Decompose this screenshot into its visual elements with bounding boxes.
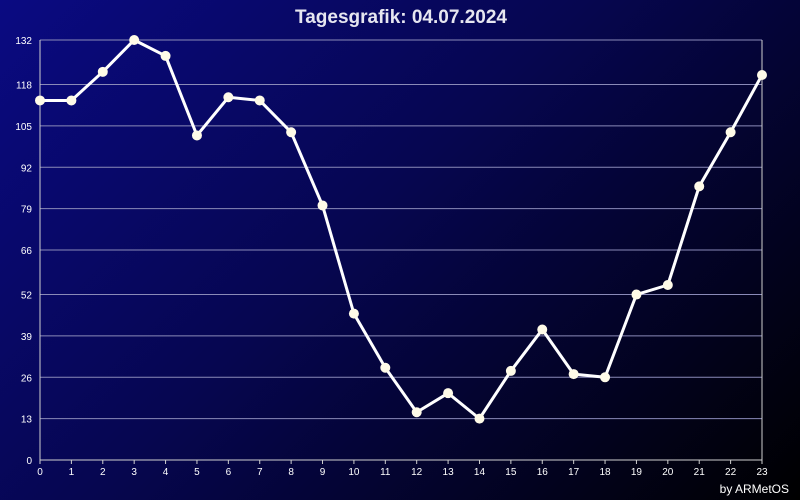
x-tick-label: 2: [100, 467, 106, 478]
x-tick-label: 10: [348, 467, 360, 478]
data-point: [662, 280, 673, 290]
data-point: [600, 372, 611, 383]
y-tick-label: 39: [21, 332, 33, 343]
y-tick-label: 13: [21, 415, 33, 426]
x-tick-label: 23: [756, 467, 768, 478]
y-tick-label: 92: [21, 163, 33, 174]
x-tick-label: 14: [474, 467, 486, 478]
x-tick-label: 7: [257, 467, 263, 478]
series-layer: [38, 38, 764, 421]
x-tick-label: 0: [37, 467, 43, 478]
y-tick-label: 66: [21, 246, 33, 257]
x-tick-label: 5: [194, 467, 200, 478]
data-point: [66, 95, 77, 106]
x-tick-label: 19: [631, 467, 643, 478]
x-tick-label: 15: [505, 467, 517, 478]
y-tick-label: 132: [15, 36, 32, 47]
x-tick-labels: 0 1 2 3 4 5 6 7 8 9 10 11 12 13 14 15 16 17 18 19 20 21 22 23: [37, 467, 768, 478]
data-point: [757, 70, 767, 80]
credit-text: by ARMetOS: [720, 482, 789, 496]
data-point: [474, 413, 485, 424]
data-point: [505, 365, 516, 376]
x-tick-label: 20: [662, 467, 674, 478]
data-point: [254, 95, 265, 106]
y-tick-label: 118: [16, 81, 32, 92]
x-tick-label: 11: [380, 467, 391, 478]
x-tick-label: 22: [725, 467, 737, 478]
data-point: [97, 66, 108, 77]
axis-layer: [39, 40, 763, 464]
data-point: [317, 200, 328, 211]
x-tick-label: 1: [69, 467, 75, 478]
y-tick-label: 0: [26, 456, 32, 467]
data-point: [191, 130, 202, 141]
data-point: [160, 50, 171, 61]
data-point: [694, 181, 705, 192]
data-point: [286, 127, 297, 138]
x-tick-label: 9: [320, 467, 326, 478]
x-tick-label: 4: [163, 467, 169, 478]
data-point: [725, 127, 736, 138]
y-tick-labels: 0 13 26 39 52 66 79 92 105 118 132: [15, 36, 32, 467]
y-tick-label: 79: [21, 205, 33, 216]
x-tick-label: 6: [226, 467, 232, 478]
data-point: [631, 289, 642, 300]
x-tick-label: 21: [694, 467, 706, 478]
x-tick-label: 3: [131, 467, 137, 478]
data-point: [129, 35, 140, 45]
marker-layer: [35, 35, 767, 424]
y-tick-label: 26: [21, 373, 33, 384]
grid-layer: [40, 39, 762, 420]
y-tick-label: 52: [21, 291, 33, 302]
x-tick-label: 12: [411, 467, 423, 478]
data-point: [223, 92, 234, 103]
y-tick-label: 105: [15, 122, 32, 133]
x-tick-label: 8: [288, 467, 294, 478]
data-point: [380, 362, 391, 373]
data-point: [348, 308, 359, 319]
data-point: [35, 95, 45, 106]
x-tick-label: 16: [537, 467, 549, 478]
x-tick-label: 18: [599, 467, 611, 478]
data-point: [568, 369, 579, 380]
chart-title: Tagesgrafik: 04.07.2024: [295, 7, 507, 28]
data-point: [443, 388, 454, 399]
data-point: [411, 407, 422, 418]
data-point: [537, 324, 548, 335]
x-tick-label: 17: [568, 467, 580, 478]
series-line: [38, 38, 764, 421]
x-tick-label: 13: [443, 467, 455, 478]
